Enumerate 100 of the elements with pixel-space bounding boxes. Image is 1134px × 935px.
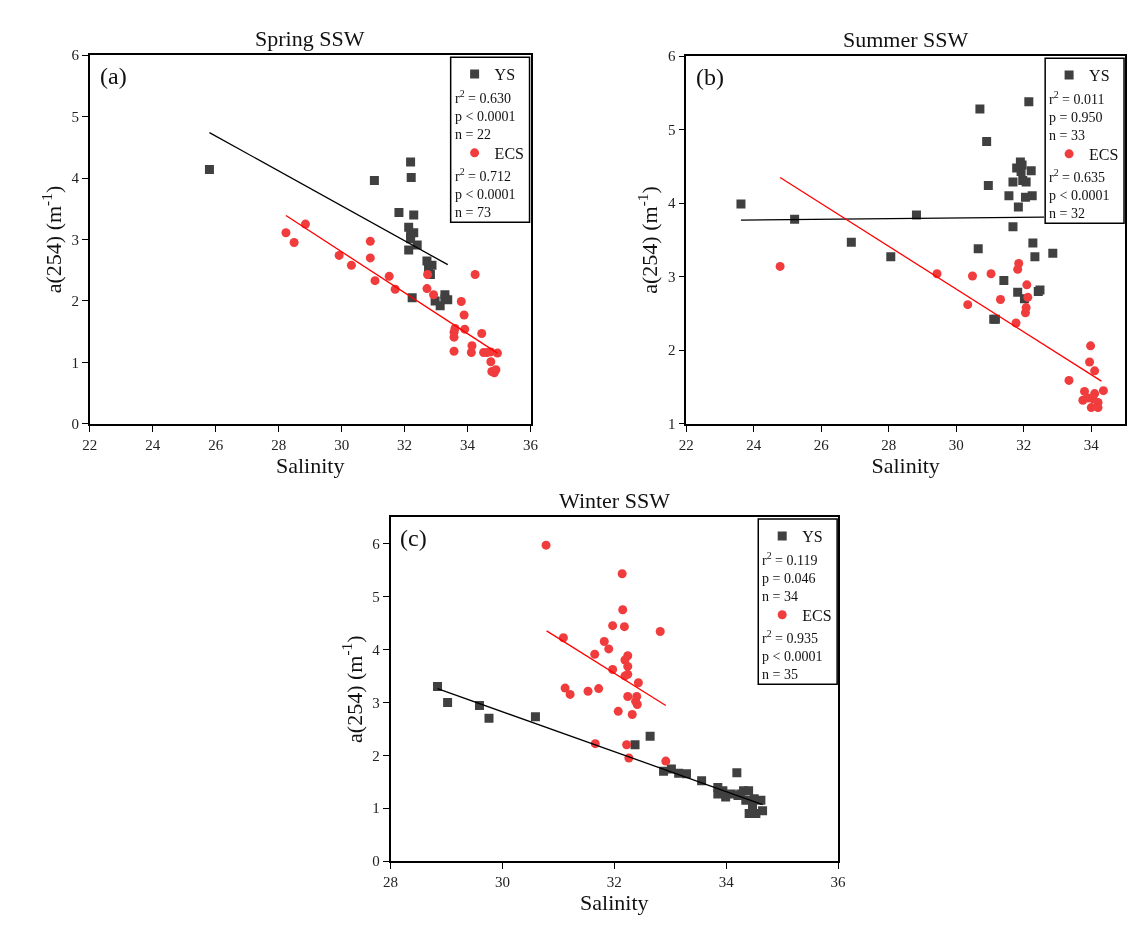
y-tick-label: 1 <box>668 416 676 433</box>
point <box>655 626 665 636</box>
point <box>406 157 416 167</box>
point <box>1008 222 1018 232</box>
point <box>973 244 983 254</box>
point <box>608 621 618 631</box>
x-tick-label: 34 <box>718 873 735 890</box>
point <box>486 357 496 367</box>
point <box>732 768 742 778</box>
point <box>590 649 600 659</box>
point <box>604 644 614 654</box>
annotation: (c) <box>400 525 427 551</box>
point <box>404 245 414 255</box>
point <box>775 261 785 271</box>
point <box>633 678 643 688</box>
x-tick-label: 36 <box>523 436 539 453</box>
point <box>1022 280 1032 290</box>
point <box>599 637 609 646</box>
point <box>1028 238 1038 248</box>
point <box>1080 386 1090 396</box>
point <box>433 682 443 691</box>
y-tick-label: 2 <box>71 293 80 310</box>
point <box>541 540 551 550</box>
y-tick-label: 0 <box>71 416 80 433</box>
legend-label: YS <box>494 66 516 84</box>
y-tick-label: 5 <box>372 588 380 605</box>
point <box>1004 191 1014 201</box>
x-tick-label: 36 <box>830 873 847 890</box>
y-tick-label: 6 <box>668 48 677 65</box>
x-tick-label: 26 <box>208 436 224 453</box>
point <box>1048 248 1058 258</box>
y-tick-label: 3 <box>71 231 80 248</box>
annotation: r$^{2}$ = 0.635 p < 0.0001 n = 32 <box>1049 167 1110 222</box>
y-tick-label: 4 <box>372 641 381 658</box>
legend-label: ECS <box>1089 146 1119 164</box>
point <box>1013 287 1023 297</box>
x-tick-label: 24 <box>746 436 762 453</box>
point <box>975 104 985 114</box>
annotation: r$^{2}$ = 0.712 p < 0.0001 n = 73 <box>455 166 516 221</box>
point <box>477 328 487 338</box>
x-tick-label: 32 <box>606 873 622 890</box>
point <box>394 207 404 217</box>
point <box>1027 191 1037 201</box>
point <box>963 300 973 310</box>
point <box>617 569 627 579</box>
point <box>281 228 291 238</box>
point <box>613 706 623 716</box>
point <box>484 713 494 723</box>
x-tick-label: 30 <box>948 436 964 453</box>
point <box>623 661 633 671</box>
point <box>645 731 655 741</box>
legend-label: YS <box>802 528 823 546</box>
point <box>627 710 637 720</box>
y-tick-label: 4 <box>71 170 80 187</box>
point <box>995 295 1005 305</box>
x-tick-label: 22 <box>678 436 694 453</box>
point <box>999 275 1009 285</box>
point <box>1090 366 1100 376</box>
point <box>623 692 633 702</box>
point <box>565 689 575 699</box>
chart-title: Winter SSW <box>559 488 671 513</box>
point <box>429 290 439 300</box>
y-tick-label: 5 <box>71 108 80 125</box>
point <box>1098 386 1108 396</box>
point <box>594 684 604 694</box>
legend-label: ECS <box>802 607 832 625</box>
point <box>346 260 356 270</box>
point <box>1008 177 1018 187</box>
point <box>459 310 469 320</box>
point <box>619 622 629 632</box>
point <box>1023 292 1033 302</box>
x-tick-label: 28 <box>271 436 287 453</box>
point <box>1030 252 1040 262</box>
point <box>406 172 416 182</box>
y-tick-label: 3 <box>668 268 676 285</box>
point <box>530 712 540 722</box>
annotation: r$^{2}$ = 0.119 p = 0.046 n = 34 <box>762 550 818 605</box>
y-tick-label: 2 <box>372 747 380 764</box>
x-tick-label: 28 <box>383 873 399 890</box>
y-tick-label: 4 <box>668 195 677 212</box>
point <box>1020 308 1030 318</box>
point <box>370 276 380 286</box>
legend-label: YS <box>1089 67 1110 85</box>
point <box>618 605 628 615</box>
point <box>982 136 992 146</box>
point <box>736 199 746 209</box>
y-tick-label: 2 <box>668 342 676 359</box>
point <box>1085 357 1095 367</box>
point <box>384 271 394 281</box>
annotation: (b) <box>696 64 724 90</box>
point <box>456 297 466 307</box>
point <box>1026 166 1036 176</box>
x-axis-title: Salinity <box>275 452 345 478</box>
x-tick-label: 34 <box>460 436 476 453</box>
point <box>758 806 768 816</box>
point <box>661 756 671 766</box>
point <box>365 236 375 246</box>
x-tick-label: 22 <box>82 436 98 453</box>
point <box>449 346 459 356</box>
x-tick-label: 32 <box>1016 436 1032 453</box>
